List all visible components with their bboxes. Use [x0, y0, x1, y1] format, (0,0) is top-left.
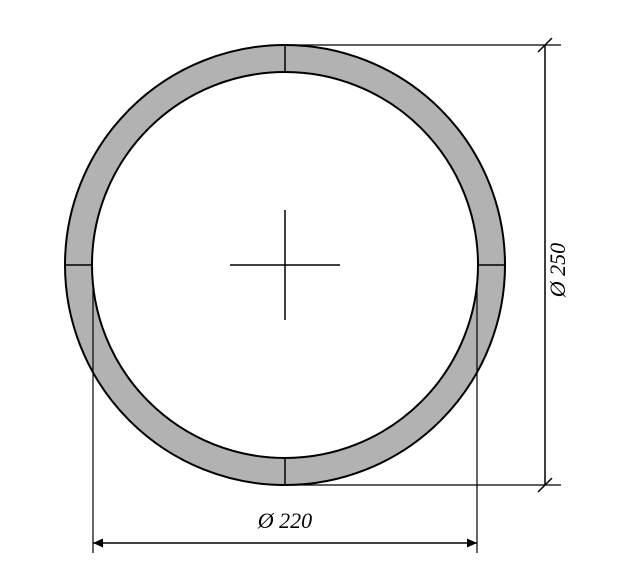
annulus-diagram: Ø 250 Ø 220	[0, 0, 625, 572]
outer-dia-label: Ø 250	[545, 243, 570, 298]
inner-dia-label: Ø 220	[257, 508, 312, 533]
